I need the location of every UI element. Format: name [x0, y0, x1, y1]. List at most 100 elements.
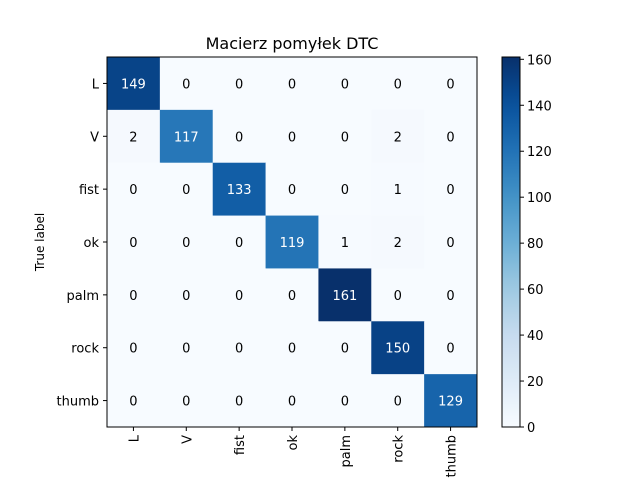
- colorbar-tick-label: 60: [527, 283, 544, 298]
- cell-value-label: 0: [446, 130, 454, 145]
- heatmap-cell: [107, 321, 161, 375]
- heatmap-cell: [107, 374, 161, 428]
- heatmap-cell: [107, 162, 161, 217]
- cell-value-label: 0: [182, 395, 190, 410]
- cell-value-label: 117: [174, 130, 199, 145]
- cell-value-label: 0: [235, 289, 243, 304]
- colorbar-tick-label: 120: [527, 145, 552, 160]
- cell-value-label: 0: [182, 236, 190, 251]
- cell-value-label: 0: [446, 289, 454, 304]
- cell-value-label: 0: [446, 236, 454, 251]
- heatmap-cell: [318, 162, 372, 217]
- chart-title: Macierz pomyłek DTC: [206, 34, 379, 53]
- cell-value-label: 150: [385, 342, 410, 357]
- x-tick-label: rock: [392, 435, 407, 463]
- heatmap-cell: [318, 215, 372, 269]
- cell-value-label: 0: [182, 342, 190, 357]
- colorbar-tick-label: 20: [527, 375, 544, 390]
- heatmap-cell: [424, 374, 478, 428]
- y-tick-label: palm: [67, 289, 100, 304]
- cell-value-label: 1: [341, 236, 349, 251]
- cell-value-label: 2: [129, 130, 137, 145]
- cell-value-label: 161: [332, 289, 357, 304]
- cell-value-label: 0: [341, 395, 349, 410]
- colorbar: [501, 56, 521, 428]
- heatmap-cell: [159, 162, 214, 217]
- heatmap-cell: [265, 57, 319, 111]
- heatmap-cell: [212, 109, 267, 164]
- cell-value-label: 0: [235, 395, 243, 410]
- heatmap-cell: [212, 321, 267, 375]
- heatmap-cell: [424, 57, 478, 111]
- heatmap-cell: [265, 109, 319, 164]
- y-tick-label: fist: [79, 183, 99, 198]
- cell-value-label: 0: [446, 183, 454, 198]
- heatmap-cell: [318, 57, 372, 111]
- cell-value-label: 0: [235, 342, 243, 357]
- cell-value-label: 0: [394, 395, 402, 410]
- x-tick-label: L: [127, 434, 142, 442]
- cell-value-label: 0: [288, 342, 296, 357]
- cell-value-label: 0: [235, 77, 243, 92]
- cell-value-label: 0: [394, 289, 402, 304]
- heatmap-cell: [265, 374, 319, 428]
- cell-value-label: 0: [341, 183, 349, 198]
- cell-value-label: 2: [394, 130, 402, 145]
- heatmap-cell: [159, 109, 214, 164]
- cell-value-label: 1: [394, 183, 402, 198]
- colorbar-tick-label: 100: [527, 191, 552, 206]
- heatmap-cell: [212, 374, 267, 428]
- cell-value-label: 0: [182, 183, 190, 198]
- cell-value-label: 0: [341, 77, 349, 92]
- heatmap-cell: [107, 109, 161, 164]
- cell-value-label: 149: [121, 77, 146, 92]
- heatmap-cell: [371, 162, 425, 217]
- heatmap-cell: [424, 162, 478, 217]
- y-tick-label: ok: [84, 236, 100, 251]
- cell-value-label: 0: [288, 77, 296, 92]
- heatmap-cell: [424, 215, 478, 269]
- heatmap-cell: [371, 57, 425, 111]
- cell-value-label: 0: [182, 77, 190, 92]
- heatmap-cell: [265, 321, 319, 375]
- heatmap-cell: [107, 57, 161, 111]
- x-tick-label: ok: [286, 435, 301, 451]
- cell-value-label: 0: [288, 130, 296, 145]
- colorbar-tick-label: 40: [527, 329, 544, 344]
- cell-value-label: 129: [438, 395, 463, 410]
- heatmap-cell: [159, 374, 214, 428]
- heatmap-cells: 149 0 0 0 0 0 0 2 117 0 0 0 2 0 0 0 133 0 0 1 0 0 0 0 119 1 2 0 0 0 0 0…: [107, 57, 478, 428]
- y-tick-label: V: [90, 130, 99, 145]
- cell-value-label: 2: [394, 236, 402, 251]
- cell-value-label: 0: [394, 77, 402, 92]
- heatmap-cell: [371, 374, 425, 428]
- y-axis-label: True label: [33, 213, 47, 272]
- y-tick-label: L: [92, 77, 100, 92]
- heatmap-cell: [212, 215, 267, 269]
- heatmap-cell: [371, 321, 425, 375]
- cell-value-label: 133: [227, 183, 252, 198]
- x-tick-label: thumb: [445, 435, 460, 478]
- cell-value-label: 0: [235, 236, 243, 251]
- heatmap-cell: [318, 374, 372, 428]
- cell-value-label: 0: [129, 395, 137, 410]
- heatmap-cell: [424, 109, 478, 164]
- heatmap-cell: [424, 268, 478, 322]
- colorbar-axis: 0 20 40 60 80 100 120 140 160: [520, 53, 552, 436]
- colorbar-tick-label: 140: [527, 99, 552, 114]
- heatmap-cell: [159, 268, 214, 322]
- cell-value-label: 0: [235, 130, 243, 145]
- cell-value-label: 119: [280, 236, 305, 251]
- cell-value-label: 0: [288, 289, 296, 304]
- cell-value-label: 0: [341, 130, 349, 145]
- cell-value-label: 0: [446, 77, 454, 92]
- heatmap-cell: [107, 268, 161, 322]
- heatmap-cell: [265, 215, 319, 269]
- heatmap-cell: [318, 268, 372, 322]
- cell-value-label: 0: [129, 236, 137, 251]
- heatmap-cell: [212, 57, 267, 111]
- cell-value-label: 0: [129, 289, 137, 304]
